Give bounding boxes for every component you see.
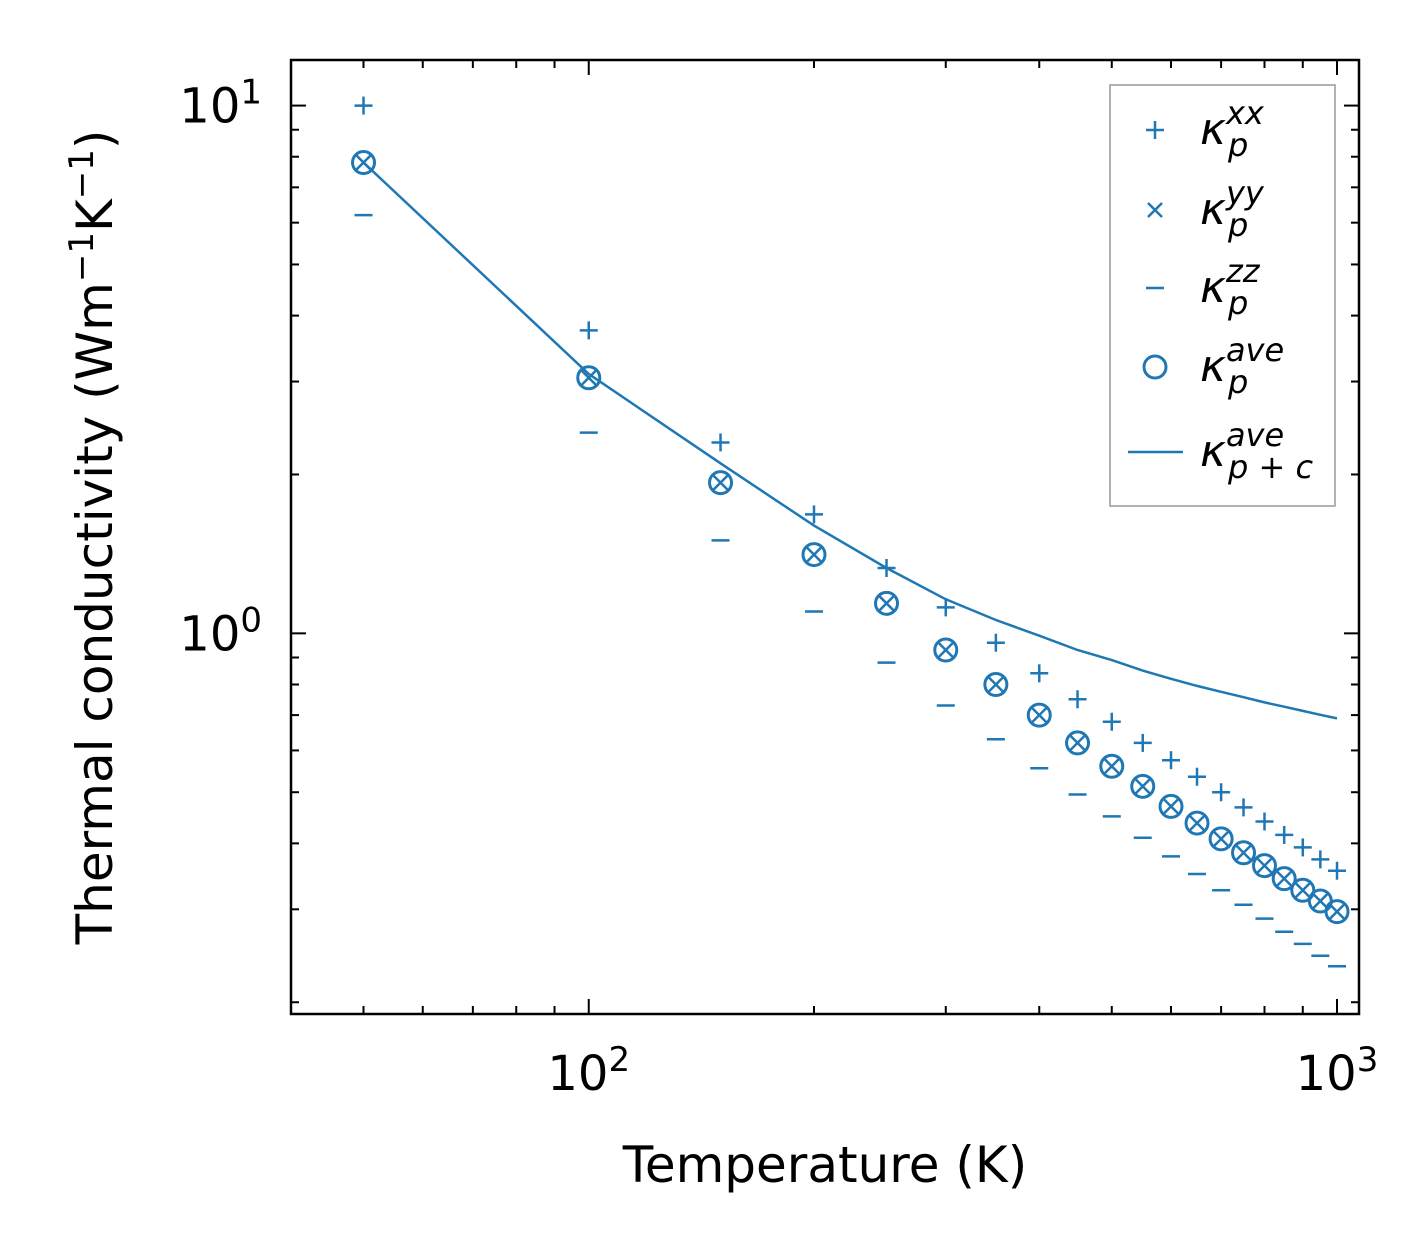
legend-label: κyy p bbox=[1200, 174, 1265, 244]
marker-plus bbox=[805, 505, 824, 524]
marker-plus bbox=[711, 433, 730, 452]
marker-circle bbox=[1065, 730, 1091, 756]
series-ave-p-c bbox=[362, 161, 1338, 720]
marker-circle bbox=[576, 365, 602, 391]
y-tick-label: 101 bbox=[179, 73, 262, 135]
marker-circle bbox=[801, 542, 827, 568]
marker-x bbox=[806, 546, 822, 563]
marker-plus bbox=[1328, 861, 1347, 880]
legend-box bbox=[1109, 84, 1336, 507]
legend-label: κzz p bbox=[1200, 252, 1261, 322]
legend-label: κxx p bbox=[1200, 94, 1265, 164]
x-tick-label: 102 bbox=[547, 1040, 630, 1102]
series-ave bbox=[351, 150, 1350, 925]
marker-plus bbox=[1102, 712, 1121, 731]
marker-circle bbox=[1208, 826, 1234, 852]
marker-plus bbox=[1212, 783, 1231, 802]
marker-circle bbox=[351, 150, 377, 176]
legend-entry: κyy p bbox=[1147, 174, 1265, 244]
marker-circle bbox=[1231, 840, 1257, 866]
y-axis-label: Thermal conductivity (Wm−1K−1) bbox=[62, 130, 124, 946]
marker-plus bbox=[1255, 812, 1274, 831]
legend-marker bbox=[1147, 202, 1163, 218]
plot-frame bbox=[289, 58, 1361, 1016]
legend-label: κave p bbox=[1200, 331, 1284, 401]
legend: κxx p κyy p κzz p κave p κave p + c bbox=[1109, 84, 1336, 507]
marker-x bbox=[1256, 857, 1273, 874]
marker-plus bbox=[1188, 767, 1207, 786]
marker-x bbox=[1163, 798, 1179, 815]
legend-label: κave p + c bbox=[1200, 416, 1313, 486]
marker-circle bbox=[1271, 866, 1297, 892]
axis-ticks bbox=[290, 60, 1359, 1014]
marker-plus bbox=[1162, 751, 1181, 770]
legend-entry: κave p + c bbox=[1128, 416, 1313, 486]
marker-plus bbox=[1275, 825, 1294, 844]
marker-circle bbox=[874, 590, 900, 616]
marker-circle bbox=[1158, 793, 1184, 819]
marker-plus bbox=[1311, 850, 1330, 869]
marker-x bbox=[1235, 844, 1252, 861]
legend-entry: κzz p bbox=[1146, 252, 1261, 322]
marker-x bbox=[1213, 830, 1229, 847]
series-yy bbox=[355, 154, 1345, 920]
marker-x bbox=[580, 369, 597, 386]
marker-circle bbox=[1290, 877, 1316, 903]
marker-x bbox=[1276, 870, 1293, 887]
marker-x bbox=[1031, 707, 1048, 723]
marker-circle bbox=[1099, 753, 1125, 779]
marker-plus bbox=[579, 321, 598, 340]
marker-x bbox=[878, 595, 895, 612]
marker-plus bbox=[1068, 690, 1087, 709]
line-ave-p-plus-c bbox=[362, 161, 1338, 720]
marker-x bbox=[1069, 735, 1086, 751]
marker-plus bbox=[1293, 838, 1312, 857]
marker-circle bbox=[1026, 702, 1052, 728]
x-axis-label: Temperature (K) bbox=[622, 1136, 1027, 1194]
legend-marker bbox=[1146, 121, 1164, 139]
marker-x bbox=[1103, 758, 1120, 775]
series-xx bbox=[354, 96, 1347, 880]
series-zz bbox=[354, 213, 1347, 968]
marker-circle bbox=[1324, 899, 1350, 925]
marker-plus bbox=[354, 96, 373, 115]
marker-plus bbox=[1030, 664, 1049, 683]
x-tick-label: 103 bbox=[1296, 1040, 1379, 1102]
legend-entry: κave p bbox=[1142, 331, 1284, 401]
marker-plus bbox=[1234, 798, 1253, 817]
marker-circle bbox=[1130, 773, 1156, 799]
marker-circle bbox=[983, 671, 1009, 697]
marker-plus bbox=[1133, 733, 1152, 752]
marker-x bbox=[937, 642, 954, 658]
marker-circle bbox=[1252, 853, 1278, 879]
marker-x bbox=[1294, 882, 1311, 899]
marker-x bbox=[1312, 893, 1329, 909]
marker-circle bbox=[1184, 810, 1210, 836]
tick-labels: 102 103 100 101 bbox=[179, 73, 1378, 1102]
marker-plus bbox=[986, 633, 1005, 652]
marker-x bbox=[1134, 778, 1151, 795]
legend-entry: κxx p bbox=[1146, 94, 1265, 164]
marker-x bbox=[1329, 903, 1345, 920]
marker-x bbox=[987, 676, 1004, 693]
marker-circle bbox=[933, 637, 959, 663]
marker-x bbox=[712, 474, 729, 491]
legend-marker bbox=[1142, 354, 1168, 380]
y-tick-label: 100 bbox=[179, 601, 262, 663]
marker-circle bbox=[708, 470, 734, 496]
marker-x bbox=[1189, 815, 1205, 831]
series-layer bbox=[351, 96, 1350, 968]
marker-plus bbox=[936, 598, 955, 617]
